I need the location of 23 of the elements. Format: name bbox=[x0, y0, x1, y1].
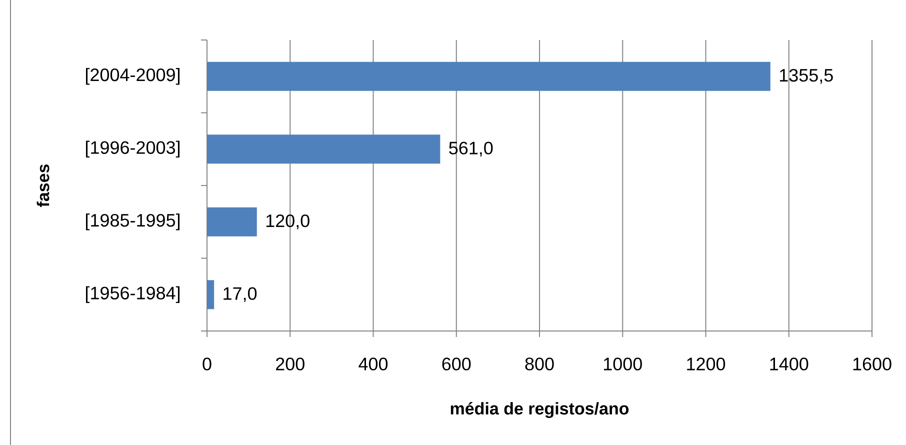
x-tick-label: 600 bbox=[442, 358, 471, 370]
bar bbox=[207, 134, 440, 164]
y-tick-label: [1956-1984] bbox=[86, 286, 180, 304]
data-label: 561,0 bbox=[449, 142, 493, 157]
x-tick-label: 400 bbox=[358, 358, 388, 370]
x-tick-label: 800 bbox=[525, 358, 554, 370]
x-tick-label: 0 bbox=[202, 358, 212, 370]
y-tick-label: [2004-2009] bbox=[86, 68, 180, 85]
bar bbox=[207, 207, 257, 236]
x-tick-label: 1600 bbox=[853, 358, 892, 370]
y-tick-label: [1985-1995] bbox=[86, 213, 180, 230]
data-label: 120,0 bbox=[266, 214, 310, 230]
data-label: 1355,5 bbox=[780, 68, 833, 84]
data-label: 17,0 bbox=[224, 287, 257, 302]
x-axis-title: média de registos/ano bbox=[450, 402, 629, 418]
x-tick-label: 1200 bbox=[687, 358, 726, 370]
x-tick-label: 200 bbox=[276, 358, 304, 370]
bar bbox=[207, 280, 214, 310]
bar bbox=[207, 62, 770, 91]
x-tick-label: 1000 bbox=[604, 358, 642, 370]
x-tick-label: 1400 bbox=[770, 358, 808, 370]
y-axis-title: fases bbox=[36, 164, 50, 207]
y-tick-label: [1996-2003] bbox=[86, 140, 180, 158]
